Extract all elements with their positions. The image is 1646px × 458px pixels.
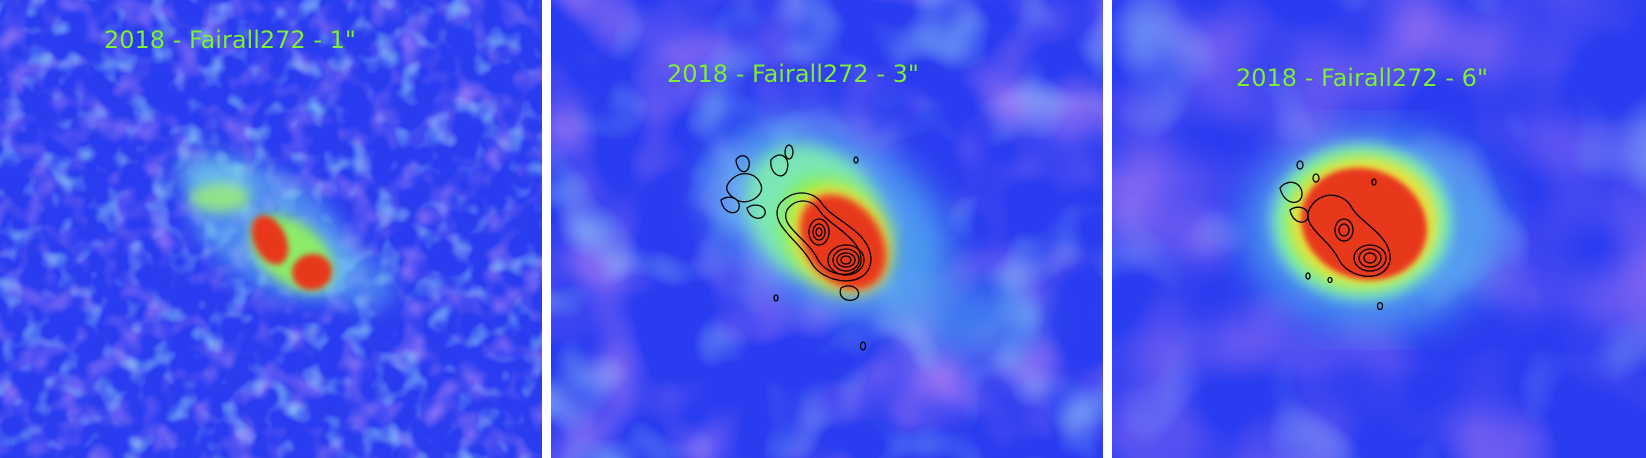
contour-overlay — [1279, 160, 1391, 311]
radio-map-1arcsec — [0, 0, 542, 458]
radio-map-3arcsec — [551, 0, 1103, 458]
bright-core — [799, 194, 887, 290]
radio-map-6arcsec — [1112, 0, 1646, 458]
bright-core — [1300, 167, 1428, 281]
panel-title: 2018 - Fairall272 - 6" — [1236, 64, 1488, 92]
panel-6arcsec: 2018 - Fairall272 - 6" — [1112, 0, 1646, 458]
panel-3arcsec: 2018 - Fairall272 - 3" — [551, 0, 1103, 458]
panel-title: 2018 - Fairall272 - 3" — [667, 60, 919, 88]
contour-overlay — [720, 144, 872, 351]
bright-core — [251, 215, 332, 291]
panel-1arcsec: 2018 - Fairall272 - 1" — [0, 0, 542, 458]
panel-title: 2018 - Fairall272 - 1" — [104, 26, 356, 54]
